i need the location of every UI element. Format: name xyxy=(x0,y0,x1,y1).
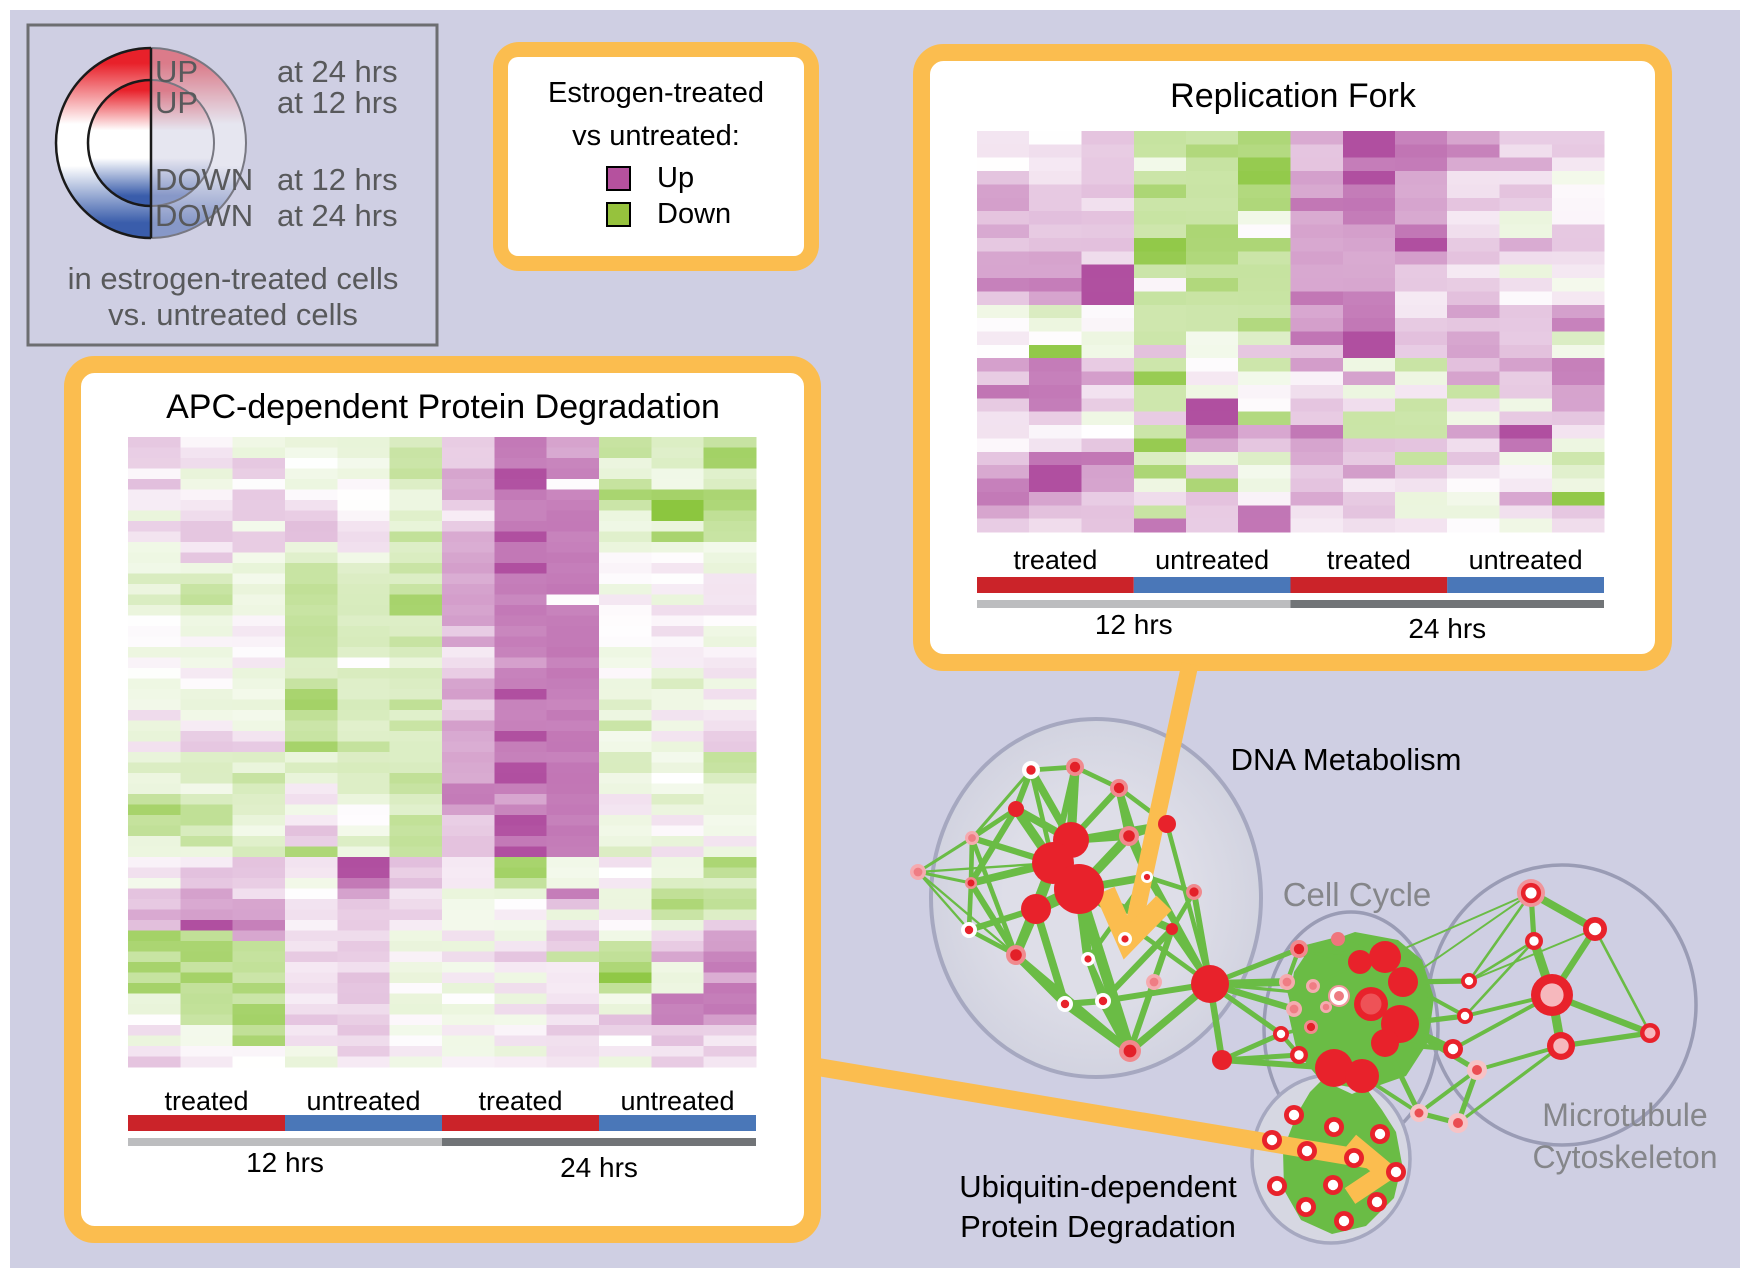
svg-text:at 12 hrs: at 12 hrs xyxy=(277,162,398,197)
svg-text:treated: treated xyxy=(478,1086,562,1116)
svg-text:untreated: untreated xyxy=(1469,545,1583,575)
svg-text:Up: Up xyxy=(657,162,694,194)
svg-text:vs. untreated cells: vs. untreated cells xyxy=(108,297,358,332)
svg-text:UP: UP xyxy=(155,85,198,120)
svg-text:treated: treated xyxy=(1327,545,1411,575)
svg-text:treated: treated xyxy=(164,1086,248,1116)
svg-text:Microtubule: Microtubule xyxy=(1542,1097,1707,1133)
svg-text:UP: UP xyxy=(155,54,198,89)
svg-text:DOWN: DOWN xyxy=(155,162,253,197)
svg-text:at 12 hrs: at 12 hrs xyxy=(277,85,398,120)
svg-text:Estrogen-treated: Estrogen-treated xyxy=(548,77,764,109)
svg-text:12 hrs: 12 hrs xyxy=(246,1147,324,1178)
svg-text:at 24 hrs: at 24 hrs xyxy=(277,198,398,233)
svg-text:Replication Fork: Replication Fork xyxy=(1170,77,1417,115)
svg-text:Cytoskeleton: Cytoskeleton xyxy=(1533,1139,1718,1175)
svg-text:Down: Down xyxy=(657,198,731,230)
svg-text:untreated: untreated xyxy=(1155,545,1269,575)
svg-text:APC-dependent Protein Degradat: APC-dependent Protein Degradation xyxy=(166,388,720,426)
svg-text:24 hrs: 24 hrs xyxy=(1408,613,1486,644)
svg-text:at 24 hrs: at 24 hrs xyxy=(277,54,398,89)
svg-text:Protein Degradation: Protein Degradation xyxy=(960,1209,1236,1244)
svg-text:DOWN: DOWN xyxy=(155,198,253,233)
svg-text:DNA Metabolism: DNA Metabolism xyxy=(1231,742,1462,777)
svg-text:24 hrs: 24 hrs xyxy=(560,1152,638,1183)
svg-text:treated: treated xyxy=(1013,545,1097,575)
svg-text:in estrogen-treated cells: in estrogen-treated cells xyxy=(68,261,399,296)
svg-text:untreated: untreated xyxy=(620,1086,734,1116)
svg-text:untreated: untreated xyxy=(306,1086,420,1116)
svg-text:Cell Cycle: Cell Cycle xyxy=(1283,876,1432,913)
svg-text:Ubiquitin-dependent: Ubiquitin-dependent xyxy=(959,1169,1237,1204)
svg-text:vs untreated:: vs untreated: xyxy=(572,120,740,152)
svg-text:12 hrs: 12 hrs xyxy=(1095,609,1173,640)
